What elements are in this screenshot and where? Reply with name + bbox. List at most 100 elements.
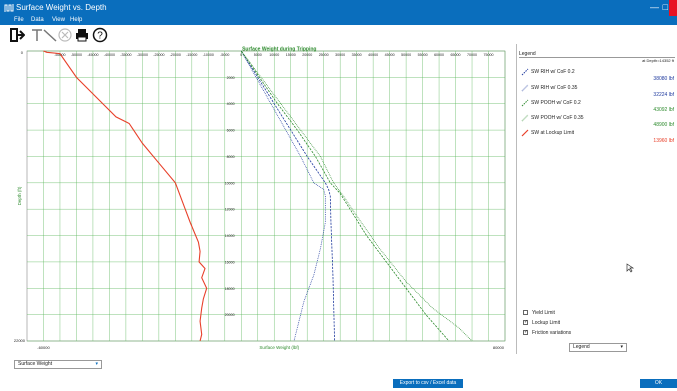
maximize-button[interactable]: □	[662, 2, 668, 12]
legend-value-pooh-035: 48900 lbf	[653, 122, 674, 128]
y-tick-label: 2000	[227, 76, 235, 80]
friction-variations-label: Friction variations	[532, 330, 572, 336]
x-tick-label: -55000	[54, 53, 65, 57]
chart-title: Surface Weight during Tripping	[242, 47, 316, 53]
x-tick-label: -35000	[120, 53, 131, 57]
x-tick-label: 75000	[484, 53, 494, 57]
friction-variations-checkbox[interactable]: ✓ Friction variations	[523, 330, 571, 336]
menu-file[interactable]: File	[14, 17, 24, 23]
legend-title: Legend	[519, 51, 536, 57]
y-tick-label: 6000	[227, 129, 235, 133]
menu-help[interactable]: Help	[70, 17, 83, 23]
menu-data[interactable]: Data	[31, 17, 44, 23]
x-tick-label: -20000	[170, 53, 181, 57]
yield-limit-box[interactable]	[523, 310, 528, 316]
x-tick-label: -5000	[220, 53, 229, 57]
x-tick-label: 25000	[319, 53, 329, 57]
x-tick-label: -30000	[137, 53, 148, 57]
legend-value-pooh-02: 43092 lbf	[653, 107, 674, 113]
x-tick-label: 35000	[352, 53, 362, 57]
plot-type-value: Surface Weight	[18, 361, 53, 367]
x-tick-label: 5000	[254, 53, 262, 57]
plot-frame	[26, 50, 506, 342]
lockup-limit-box[interactable]: ✓	[523, 319, 529, 326]
y-tick-label: 10000	[225, 181, 235, 185]
close-button[interactable]	[669, 0, 677, 16]
x-tick-label: -50000	[71, 53, 82, 57]
mouse-cursor-icon	[626, 263, 634, 273]
line-tool-icon[interactable]	[42, 27, 58, 43]
help-icon[interactable]: ?	[92, 27, 108, 43]
ok-button[interactable]: OK	[640, 379, 677, 388]
series-line-1	[240, 50, 326, 342]
legend-mark-rih-02	[521, 68, 529, 76]
y-tick-label: 18000	[225, 287, 235, 291]
legend-value-rih-035: 32224 lbf	[653, 92, 674, 98]
chart-area: -55000 -50000 -45000 -40000 -35000 -30000 -250…	[0, 44, 516, 354]
legend-item-pooh-02: SW POOH w/ CoF 0.2	[531, 100, 581, 106]
window-title: Surface Weight vs. Depth	[16, 3, 107, 12]
y-tick-label: 0	[21, 50, 24, 55]
x-tick-label: -40000	[104, 53, 115, 57]
toolbar: ?	[0, 25, 677, 45]
legend-depth-label: at Depth=14352 ft	[642, 58, 674, 63]
legend-dropdown[interactable]: Legend ▾	[569, 343, 627, 352]
lockup-limit-label: Lockup Limit	[532, 320, 561, 326]
y-tick-label: 16000	[225, 260, 235, 264]
friction-variations-box[interactable]: ✓	[523, 329, 529, 336]
export-csv-button[interactable]: Export to csv / Excel data	[393, 379, 463, 388]
y-tick-label: 12000	[225, 208, 235, 212]
legend-item-rih-02: SW RIH w/ CoF 0.2	[531, 69, 575, 75]
yield-limit-checkbox[interactable]: Yield Limit	[523, 310, 555, 316]
yield-limit-label: Yield Limit	[532, 310, 555, 316]
x-min-label: -60000	[37, 345, 50, 350]
y-tick-label: 22000	[14, 338, 26, 343]
legend-value-rih-02: 38080 lbf	[653, 76, 674, 82]
x-tick-label: 45000	[385, 53, 395, 57]
legend-item-rih-035: SW RIH w/ CoF 0.35	[531, 85, 578, 91]
legend-dropdown-value: Legend	[573, 344, 590, 350]
x-tick-label: -45000	[87, 53, 98, 57]
app-logo-icon	[4, 4, 14, 12]
exit-icon[interactable]	[9, 27, 25, 43]
legend-divider	[519, 57, 675, 58]
x-tick-label: -25000	[153, 53, 164, 57]
text-tool-icon[interactable]	[30, 27, 46, 43]
svg-text:?: ?	[97, 31, 103, 42]
legend-item-lockup: SW at Lockup Limit	[531, 130, 575, 136]
x-tick-label: 40000	[368, 53, 378, 57]
x-tick-label: 20000	[302, 53, 312, 57]
chevron-down-icon: ▾	[95, 361, 98, 367]
cancel-icon[interactable]	[57, 27, 73, 43]
x-max-label: 80000	[493, 345, 505, 350]
x-tick-label: 70000	[467, 53, 477, 57]
print-icon[interactable]	[74, 27, 90, 43]
status-bar	[0, 377, 677, 391]
x-tick-label: 0	[240, 53, 242, 57]
chevron-down-icon: ▾	[620, 344, 623, 350]
x-tick-label: 30000	[335, 53, 345, 57]
menu-bar: File Data View Help	[0, 16, 677, 25]
x-tick-label: -15000	[186, 53, 197, 57]
legend-value-lockup: 13960 lbf	[653, 138, 674, 144]
series-line-4	[43, 50, 208, 342]
y-tick-label: 4000	[227, 102, 235, 106]
lockup-limit-checkbox[interactable]: ✓ Lockup Limit	[523, 320, 560, 326]
surface-weight-chart[interactable]: -55000 -50000 -45000 -40000 -35000 -30000 -250…	[0, 44, 516, 354]
menu-view[interactable]: View	[52, 17, 65, 23]
x-tick-label: 60000	[434, 53, 444, 57]
legend-panel: Legend at Depth=14352 ft SW RIH w/ CoF 0…	[516, 44, 677, 354]
legend-mark-lockup	[521, 129, 529, 137]
y-tick-label: 8000	[227, 155, 235, 159]
x-tick-label: 50000	[401, 53, 411, 57]
x-tick-label: 65000	[451, 53, 461, 57]
title-bar: Surface Weight vs. Depth — □	[0, 0, 677, 16]
legend-mark-pooh-02	[521, 99, 529, 107]
minimize-button[interactable]: —	[650, 2, 659, 12]
legend-item-pooh-035: SW POOH w/ CoF 0.35	[531, 115, 584, 121]
x-axis-label: Surface Weight (lbf)	[259, 345, 299, 350]
y-tick-label: 20000	[225, 313, 235, 317]
y-tick-label: 14000	[225, 234, 235, 238]
plot-type-dropdown[interactable]: Surface Weight ▾	[14, 360, 102, 369]
y-axis-label: Depth (ft)	[17, 186, 22, 205]
